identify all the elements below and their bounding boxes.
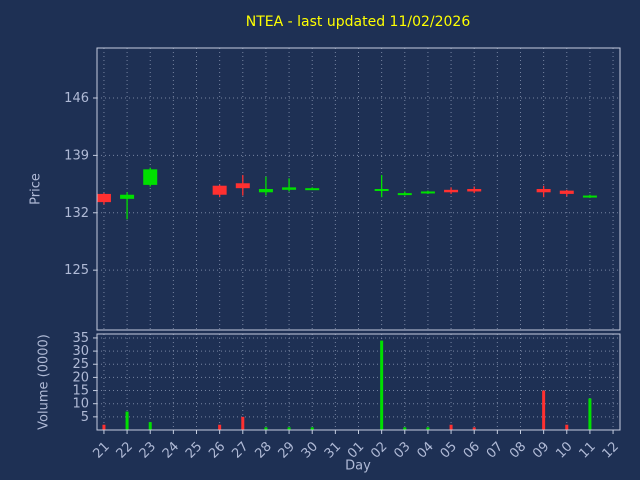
tick-label-volume: 35 <box>72 331 89 346</box>
volume-bar <box>148 422 152 430</box>
tick-label-volume: 10 <box>72 397 89 412</box>
tick-label-x: 26 <box>206 439 228 461</box>
tick-label-volume: 20 <box>72 370 89 385</box>
candle-body <box>444 189 459 193</box>
tick-label-x: 02 <box>368 439 390 461</box>
volume-bar <box>380 340 384 430</box>
candle-body <box>120 194 135 199</box>
tick-label-price: 146 <box>64 91 89 106</box>
tick-label-x: 05 <box>438 439 460 461</box>
tick-label-x: 08 <box>507 439 529 461</box>
candle-body <box>305 188 320 191</box>
price-axis-label: Price <box>28 173 44 205</box>
tick-label-x: 21 <box>90 439 112 461</box>
tick-label-x: 11 <box>576 439 598 461</box>
chart-title: NTEA - last updated 11/02/2026 <box>245 14 471 30</box>
price-axes-spine <box>96 47 621 331</box>
candle-body <box>258 189 273 193</box>
volume-bar <box>472 427 476 430</box>
tick-label-x: 10 <box>553 439 575 461</box>
tick-label-x: 06 <box>461 439 483 461</box>
tick-label-x: 12 <box>600 439 622 461</box>
tick-label-x: 29 <box>276 439 298 461</box>
tick-label-volume: 5 <box>81 410 89 425</box>
tick-label-x: 24 <box>160 439 182 461</box>
volume-bar <box>241 416 245 430</box>
candle-body <box>536 189 551 193</box>
tick-label-x: 23 <box>137 439 159 461</box>
candle-body <box>235 183 250 189</box>
volume-bar <box>403 427 407 430</box>
x-axis-label: Day <box>345 458 371 474</box>
candle-body <box>143 169 158 185</box>
tick-label-x: 25 <box>183 439 205 461</box>
tick-label-x: 27 <box>229 439 251 461</box>
tick-label-volume: 25 <box>72 357 89 372</box>
tick-label-x: 09 <box>530 439 552 461</box>
tick-label-x: 04 <box>414 439 436 461</box>
candle-body <box>582 195 597 198</box>
volume-bar <box>102 424 106 430</box>
volume-bar <box>542 390 546 430</box>
tick-label-x: 22 <box>114 439 136 461</box>
candle-body <box>397 193 412 196</box>
volume-bar <box>264 427 268 430</box>
tick-label-x: 31 <box>322 439 344 461</box>
tick-label-price: 132 <box>64 206 89 221</box>
volume-bar <box>588 398 592 430</box>
tick-label-volume: 30 <box>72 344 89 359</box>
volume-bar <box>449 424 453 430</box>
volume-bar <box>426 427 430 430</box>
volume-bar <box>125 411 129 430</box>
candle-body <box>282 187 297 190</box>
volume-bar <box>287 427 291 430</box>
tick-label-x: 28 <box>252 439 274 461</box>
candle-body <box>420 191 435 194</box>
volume-axis-label: Volume (0000) <box>36 334 52 430</box>
tick-label-x: 07 <box>484 439 506 461</box>
candle-body <box>559 190 574 194</box>
volume-bar <box>565 424 569 430</box>
tick-label-volume: 15 <box>72 384 89 399</box>
tick-label-price: 125 <box>64 263 89 278</box>
volume-bar <box>218 424 222 430</box>
candle-body <box>467 189 482 192</box>
volume-bar <box>310 427 314 430</box>
candle-body <box>374 189 389 191</box>
tick-label-x: 03 <box>391 439 413 461</box>
candle-body <box>212 185 227 195</box>
tick-label-x: 30 <box>299 439 321 461</box>
tick-label-price: 139 <box>64 148 89 163</box>
candle-body <box>96 193 111 203</box>
